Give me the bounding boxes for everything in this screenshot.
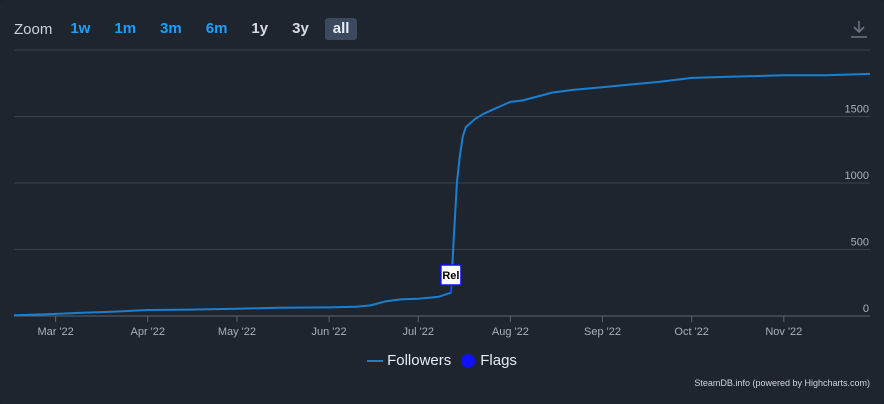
- zoom-3m-button[interactable]: 3m: [160, 20, 182, 37]
- zoom-1w-button[interactable]: 1w: [70, 20, 91, 37]
- zoom-3y-button[interactable]: 3y: [292, 20, 309, 37]
- flag-marker[interactable]: [440, 264, 462, 286]
- legend-followers-label: Followers: [387, 352, 452, 369]
- flags-dot-icon: [461, 353, 476, 368]
- y-axis: 0 500 1000 1500: [845, 104, 869, 316]
- download-button[interactable]: [848, 18, 870, 40]
- zoom-all-button[interactable]: all: [324, 18, 358, 40]
- x-axis: Mar '22 Apr '22 May '22 Jun '22 Jul '22 Aug '…: [14, 315, 870, 338]
- x-tick-label: Aug '22: [492, 326, 529, 338]
- x-tick-label: Jun '22: [311, 326, 346, 338]
- followers-series-line[interactable]: [13, 72, 871, 317]
- zoom-1y-button[interactable]: 1y: [251, 20, 269, 37]
- zoom-1m-button[interactable]: 1m: [114, 20, 137, 37]
- y-tick-label: 1000: [845, 170, 869, 182]
- y-tick-label: 500: [851, 237, 869, 249]
- legend-flags-label: Flags: [480, 352, 517, 369]
- legend: Followers Flags: [0, 352, 884, 369]
- zoom-toolbar: Zoom 1w 1m 3m 6m 1y 3y all: [0, 16, 361, 42]
- legend-item-followers[interactable]: Followers: [367, 352, 451, 369]
- followers-line-icon: [367, 359, 384, 362]
- x-tick-label: Mar '22: [37, 326, 73, 338]
- x-tick-label: Nov '22: [765, 326, 802, 338]
- legend-item-flags[interactable]: Flags: [461, 352, 517, 369]
- flag-label: Rel: [442, 270, 459, 282]
- y-tick-label: 0: [863, 303, 869, 315]
- series-group: [13, 72, 871, 317]
- zoom-label: Zoom: [14, 20, 53, 38]
- x-tick-label: Apr '22: [130, 326, 165, 338]
- x-tick-label: May '22: [218, 326, 256, 338]
- zoom-6m-button[interactable]: 6m: [205, 20, 228, 37]
- flags-group: Rel: [440, 264, 462, 293]
- y-tick-label: 1500: [845, 104, 869, 116]
- x-tick-label: Sep '22: [584, 326, 621, 338]
- download-icon: [851, 21, 867, 38]
- x-tick-label: Jul '22: [402, 326, 433, 338]
- x-tick-label: Oct '22: [674, 326, 709, 338]
- credits-text[interactable]: SteamDB.info (powered by Highcharts.com): [694, 378, 870, 388]
